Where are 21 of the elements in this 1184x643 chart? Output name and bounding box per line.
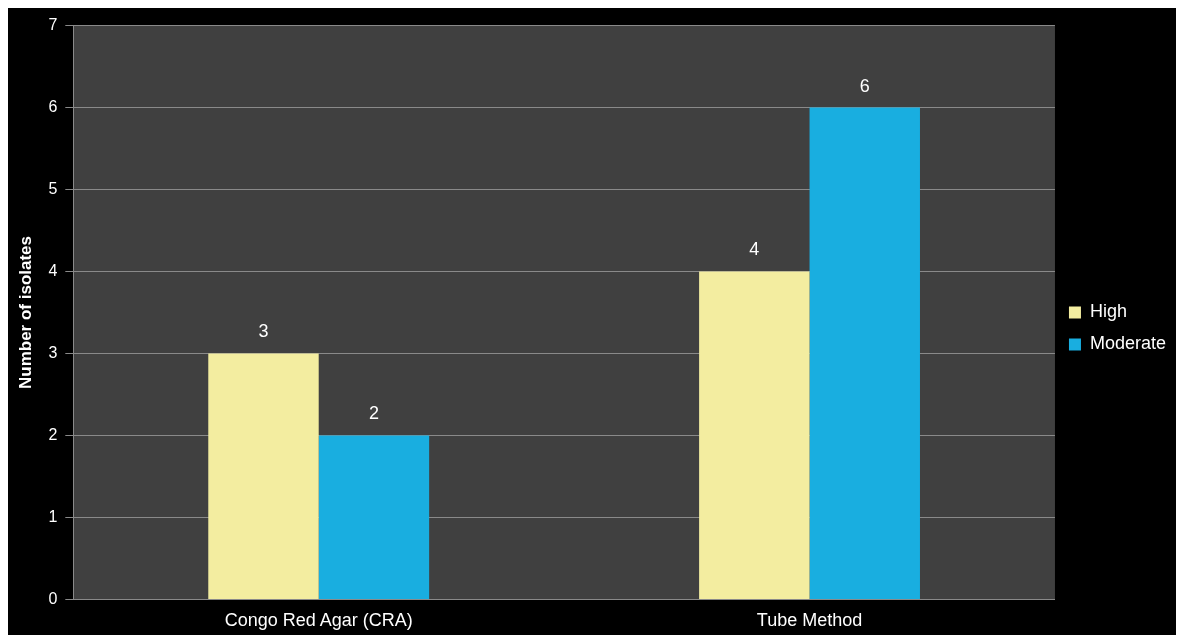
bar: [809, 107, 920, 599]
bar: [699, 271, 810, 599]
x-tick-label: Congo Red Agar (CRA): [224, 610, 413, 631]
data-label: 6: [859, 75, 870, 96]
y-tick-label: 5: [48, 179, 58, 197]
data-label: 2: [368, 403, 379, 424]
y-tick-label: 7: [48, 16, 58, 34]
y-tick-label: 3: [48, 343, 58, 361]
bar: [208, 353, 319, 599]
data-label: 4: [749, 239, 760, 260]
y-tick-label: 4: [48, 261, 58, 279]
y-tick-label: 1: [48, 507, 58, 525]
legend-label: Moderate: [1089, 333, 1166, 354]
bar: [318, 435, 430, 599]
y-tick-label: 6: [48, 97, 58, 115]
y-axis-title: Number of isolates: [15, 235, 35, 390]
data-label: 3: [258, 321, 269, 342]
y-tick-label: 0: [48, 589, 58, 607]
y-tick-label: 2: [48, 425, 58, 443]
x-tick-label: Tube Method: [756, 610, 863, 631]
legend-label: High: [1089, 301, 1127, 322]
